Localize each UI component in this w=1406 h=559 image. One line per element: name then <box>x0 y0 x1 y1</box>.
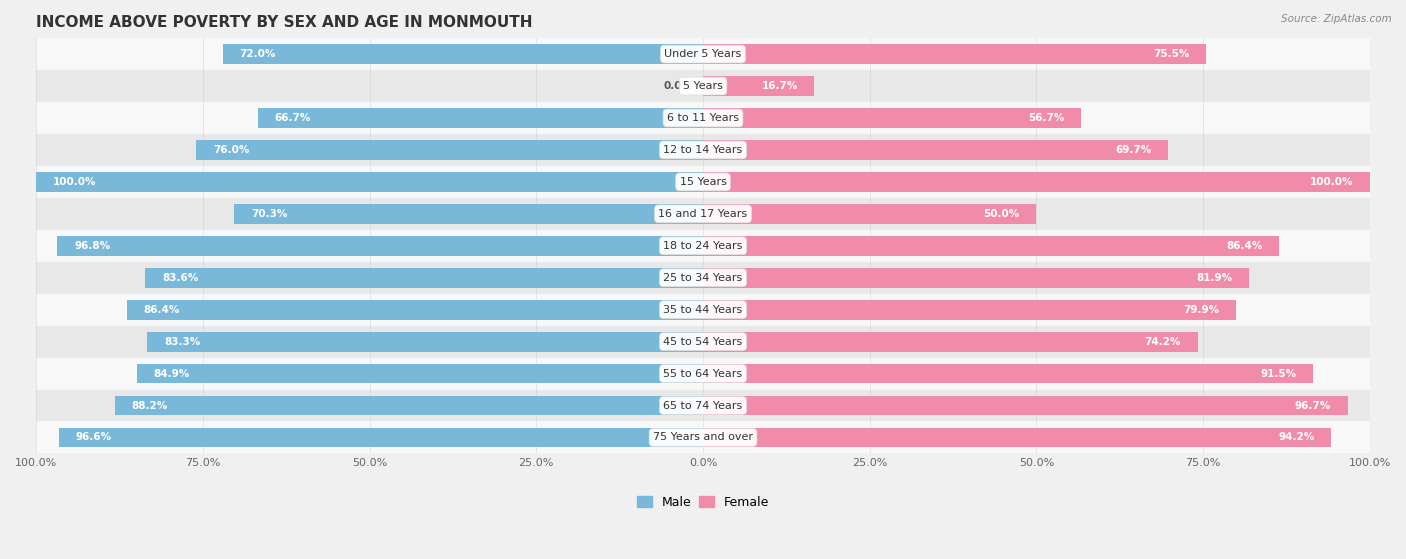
Text: 12 to 14 Years: 12 to 14 Years <box>664 145 742 155</box>
Text: 81.9%: 81.9% <box>1197 273 1233 283</box>
Text: 0.0%: 0.0% <box>664 81 693 91</box>
Bar <box>115 396 703 415</box>
Bar <box>703 204 1036 224</box>
Bar <box>703 44 1206 64</box>
Bar <box>235 204 703 224</box>
Bar <box>148 331 703 352</box>
Bar <box>37 326 1369 358</box>
Bar <box>37 262 1369 293</box>
Bar <box>37 166 1369 198</box>
Bar <box>703 108 1081 128</box>
Text: 83.3%: 83.3% <box>165 337 201 347</box>
Text: 16 and 17 Years: 16 and 17 Years <box>658 209 748 219</box>
Text: 70.3%: 70.3% <box>250 209 287 219</box>
Text: 69.7%: 69.7% <box>1115 145 1152 155</box>
Text: Under 5 Years: Under 5 Years <box>665 49 741 59</box>
Bar <box>145 268 703 288</box>
Text: 86.4%: 86.4% <box>1226 241 1263 251</box>
Bar <box>37 230 1369 262</box>
Bar <box>37 134 1369 166</box>
Bar <box>37 358 1369 390</box>
Text: 96.7%: 96.7% <box>1295 400 1331 410</box>
Bar <box>37 70 1369 102</box>
Bar <box>703 364 1313 383</box>
Bar <box>703 236 1279 255</box>
Bar <box>703 268 1249 288</box>
Text: 45 to 54 Years: 45 to 54 Years <box>664 337 742 347</box>
Bar <box>37 198 1369 230</box>
Bar <box>127 300 703 320</box>
Text: 76.0%: 76.0% <box>212 145 249 155</box>
Text: 74.2%: 74.2% <box>1144 337 1181 347</box>
Text: 15 Years: 15 Years <box>679 177 727 187</box>
Bar <box>222 44 703 64</box>
Bar <box>37 38 1369 70</box>
Text: 91.5%: 91.5% <box>1260 368 1296 378</box>
Text: 56.7%: 56.7% <box>1028 113 1064 123</box>
Bar <box>703 300 1236 320</box>
Text: 100.0%: 100.0% <box>1310 177 1353 187</box>
Text: 79.9%: 79.9% <box>1182 305 1219 315</box>
Bar <box>58 236 703 255</box>
Bar <box>703 140 1168 160</box>
Bar <box>703 428 1331 447</box>
Text: 65 to 74 Years: 65 to 74 Years <box>664 400 742 410</box>
Bar <box>259 108 703 128</box>
Text: 18 to 24 Years: 18 to 24 Years <box>664 241 742 251</box>
Text: 88.2%: 88.2% <box>132 400 167 410</box>
Text: 25 to 34 Years: 25 to 34 Years <box>664 273 742 283</box>
Bar <box>59 428 703 447</box>
Text: 16.7%: 16.7% <box>761 81 797 91</box>
Text: 55 to 64 Years: 55 to 64 Years <box>664 368 742 378</box>
Bar <box>703 396 1348 415</box>
Text: 83.6%: 83.6% <box>162 273 198 283</box>
Text: 96.6%: 96.6% <box>76 433 111 443</box>
Legend: Male, Female: Male, Female <box>631 491 775 514</box>
Bar <box>703 331 1198 352</box>
Bar <box>37 102 1369 134</box>
Text: 94.2%: 94.2% <box>1278 433 1315 443</box>
Text: Source: ZipAtlas.com: Source: ZipAtlas.com <box>1281 14 1392 24</box>
Bar <box>37 172 703 192</box>
Text: INCOME ABOVE POVERTY BY SEX AND AGE IN MONMOUTH: INCOME ABOVE POVERTY BY SEX AND AGE IN M… <box>37 15 533 30</box>
Text: 75 Years and over: 75 Years and over <box>652 433 754 443</box>
Text: 75.5%: 75.5% <box>1153 49 1189 59</box>
Bar <box>37 390 1369 421</box>
Text: 96.8%: 96.8% <box>75 241 110 251</box>
Text: 35 to 44 Years: 35 to 44 Years <box>664 305 742 315</box>
Bar <box>197 140 703 160</box>
Text: 5 Years: 5 Years <box>683 81 723 91</box>
Bar <box>37 421 1369 453</box>
Text: 66.7%: 66.7% <box>274 113 311 123</box>
Text: 84.9%: 84.9% <box>153 368 190 378</box>
Text: 50.0%: 50.0% <box>984 209 1019 219</box>
Bar <box>37 293 1369 326</box>
Bar <box>136 364 703 383</box>
Text: 86.4%: 86.4% <box>143 305 180 315</box>
Text: 72.0%: 72.0% <box>239 49 276 59</box>
Bar <box>703 76 814 96</box>
Bar <box>703 172 1369 192</box>
Text: 100.0%: 100.0% <box>53 177 96 187</box>
Text: 6 to 11 Years: 6 to 11 Years <box>666 113 740 123</box>
